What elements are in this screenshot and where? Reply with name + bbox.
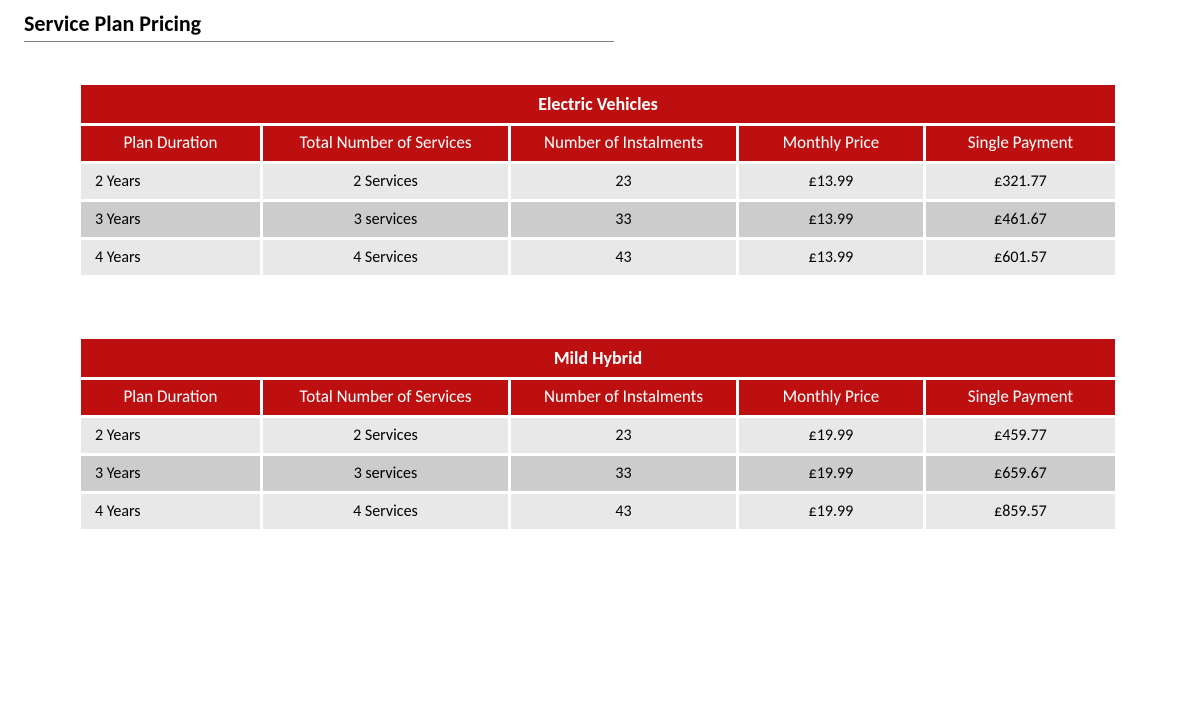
table-cell: 2 Services [263, 164, 508, 199]
tables-container: Electric VehiclesPlan DurationTotal Numb… [0, 82, 1196, 532]
pricing-table-wrap: Electric VehiclesPlan DurationTotal Numb… [78, 82, 1118, 278]
table-cell: 3 services [263, 202, 508, 237]
column-header: Total Number of Services [263, 380, 508, 415]
column-header: Plan Duration [81, 126, 260, 161]
table-cell: £19.99 [739, 494, 923, 529]
table-row: 3 Years3 services33£19.99£659.67 [81, 456, 1115, 491]
table-cell: 23 [511, 418, 736, 453]
page-title: Service Plan Pricing [24, 10, 1196, 37]
table-row: 4 Years4 Services43£19.99£859.57 [81, 494, 1115, 529]
table-cell: 43 [511, 240, 736, 275]
table-cell: 23 [511, 164, 736, 199]
table-cell: 43 [511, 494, 736, 529]
pricing-table-wrap: Mild HybridPlan DurationTotal Number of … [78, 336, 1118, 532]
column-header: Monthly Price [739, 380, 923, 415]
table-row: 3 Years3 services33£13.99£461.67 [81, 202, 1115, 237]
table-cell: £459.77 [926, 418, 1115, 453]
column-header: Single Payment [926, 126, 1115, 161]
column-header: Total Number of Services [263, 126, 508, 161]
column-header: Monthly Price [739, 126, 923, 161]
table-cell: £13.99 [739, 202, 923, 237]
title-underline [24, 41, 614, 42]
table-cell: £13.99 [739, 164, 923, 199]
table-cell: 33 [511, 202, 736, 237]
column-header: Number of Instalments [511, 126, 736, 161]
table-cell: £19.99 [739, 418, 923, 453]
table-row: 2 Years2 Services23£13.99£321.77 [81, 164, 1115, 199]
column-header: Number of Instalments [511, 380, 736, 415]
table-cell: 4 Years [81, 240, 260, 275]
column-header: Single Payment [926, 380, 1115, 415]
table-cell: £461.67 [926, 202, 1115, 237]
table-cell: £321.77 [926, 164, 1115, 199]
table-caption: Electric Vehicles [81, 85, 1115, 123]
table-row: 2 Years2 Services23£19.99£459.77 [81, 418, 1115, 453]
table-cell: £659.67 [926, 456, 1115, 491]
table-cell: 2 Years [81, 164, 260, 199]
table-cell: £601.57 [926, 240, 1115, 275]
pricing-table: Electric VehiclesPlan DurationTotal Numb… [78, 82, 1118, 278]
column-header: Plan Duration [81, 380, 260, 415]
table-cell: 4 Services [263, 494, 508, 529]
table-cell: £13.99 [739, 240, 923, 275]
table-cell: £859.57 [926, 494, 1115, 529]
table-cell: 3 Years [81, 456, 260, 491]
table-cell: 4 Services [263, 240, 508, 275]
table-cell: 3 Years [81, 202, 260, 237]
pricing-table: Mild HybridPlan DurationTotal Number of … [78, 336, 1118, 532]
table-cell: 33 [511, 456, 736, 491]
table-cell: 4 Years [81, 494, 260, 529]
table-caption: Mild Hybrid [81, 339, 1115, 377]
table-row: 4 Years4 Services43£13.99£601.57 [81, 240, 1115, 275]
table-cell: 3 services [263, 456, 508, 491]
table-cell: £19.99 [739, 456, 923, 491]
table-cell: 2 Years [81, 418, 260, 453]
table-cell: 2 Services [263, 418, 508, 453]
